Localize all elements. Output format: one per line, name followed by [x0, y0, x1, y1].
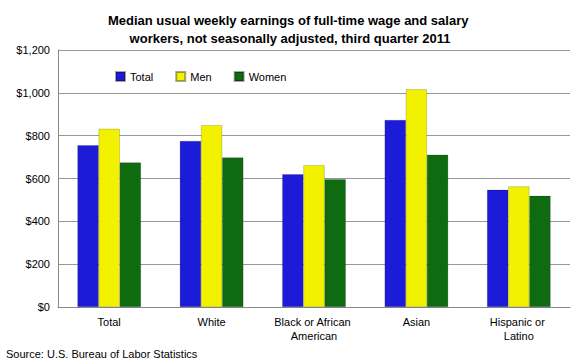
svg-text:Latino: Latino [504, 330, 534, 342]
svg-text:$200: $200 [26, 258, 50, 270]
svg-text:Total: Total [98, 316, 121, 328]
svg-text:Black or African: Black or African [274, 316, 353, 328]
svg-text:Asian: Asian [403, 316, 431, 328]
svg-text:Women: Women [249, 71, 287, 83]
svg-text:$1,000: $1,000 [16, 87, 50, 99]
svg-text:Men: Men [190, 71, 211, 83]
svg-text:$1,200: $1,200 [16, 44, 50, 56]
svg-text:$600: $600 [26, 173, 50, 185]
svg-text:$800: $800 [26, 130, 50, 142]
svg-text:$0: $0 [38, 301, 50, 313]
svg-text:Source: U.S. Bureau of Labor S: Source: U.S. Bureau of Labor Statistics [6, 348, 198, 360]
svg-text:Total: Total [130, 71, 153, 83]
svg-text:White: White [198, 316, 226, 328]
svg-text:$400: $400 [26, 215, 50, 227]
svg-text:workers, not seasonally adjust: workers, not seasonally adjusted, third … [129, 31, 451, 46]
svg-text:Median usual weekly earnings o: Median usual weekly earnings of full-tim… [108, 13, 472, 28]
svg-text:American: American [291, 330, 337, 342]
svg-text:Hispanic or: Hispanic or [490, 316, 548, 328]
